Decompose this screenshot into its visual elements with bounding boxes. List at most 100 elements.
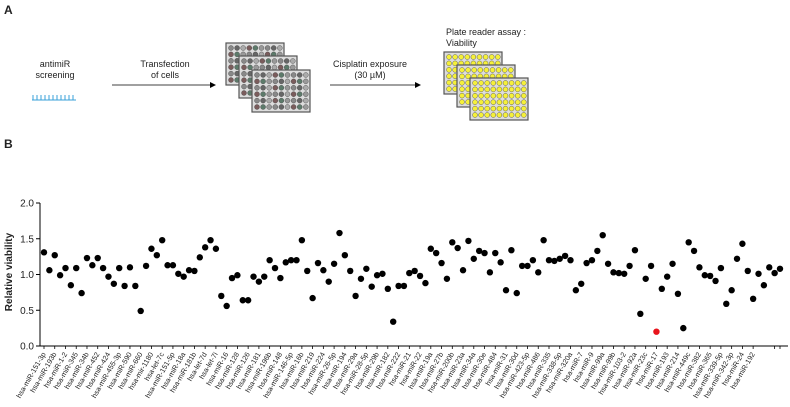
point [680,324,687,332]
point [647,262,655,270]
point [669,260,676,267]
well [241,71,247,77]
well [259,58,265,64]
point [685,239,692,246]
point [400,282,408,290]
point [658,285,666,292]
point [363,265,370,272]
y-tick-label: 2.0 [20,199,34,210]
point [185,267,193,274]
point [137,307,144,315]
point [561,252,569,260]
well [272,91,278,97]
well [303,85,309,91]
arrow-head [415,82,421,88]
point [599,231,606,239]
point [475,247,483,255]
well [483,67,490,73]
well [496,93,503,99]
well [508,86,515,93]
well [489,67,496,73]
point [46,267,53,274]
well [478,112,484,118]
point [422,279,429,287]
y-tick-label: 1.5 [20,234,34,245]
point [406,269,413,277]
point [304,267,311,275]
point [336,229,343,237]
well [272,85,278,91]
well [496,86,503,93]
point [218,292,225,300]
arrow-head [210,82,216,88]
well [297,104,303,110]
well [253,64,259,71]
well [260,91,266,97]
well [490,105,496,112]
point [492,249,499,257]
well [290,97,297,104]
point [449,239,456,246]
well [496,80,503,86]
well [459,92,465,99]
well [284,78,291,85]
well [508,112,515,118]
point [384,285,392,292]
well [478,105,484,112]
well [284,72,291,78]
point [357,275,365,282]
panel-label: A [4,3,13,17]
point [465,237,472,245]
well [254,97,260,104]
well [228,70,234,77]
well [260,104,266,110]
well [464,54,470,60]
point [347,267,354,275]
well [290,72,297,78]
point [62,264,69,272]
point [728,287,735,294]
point [56,272,64,279]
point [578,280,585,287]
well [484,80,490,86]
well [489,54,495,60]
well [290,64,296,71]
well [254,104,260,110]
point [502,287,510,294]
point [389,318,397,325]
well [278,85,285,91]
well [515,99,521,105]
point [717,264,725,272]
well [490,93,496,99]
y-tick-label: 0.5 [20,306,34,317]
point [529,257,537,264]
well [247,64,253,71]
well [290,91,297,97]
well [266,85,272,91]
well [484,93,490,99]
well [277,45,283,51]
well [290,104,297,110]
step-label: Viability [446,38,477,48]
well [472,86,478,93]
point [228,274,236,282]
point [110,280,118,287]
well [297,97,303,104]
well [266,72,272,78]
well [265,64,272,71]
well [446,79,452,86]
point [250,273,257,280]
well [502,93,509,99]
well [272,104,278,110]
well [508,105,515,112]
well [459,86,465,92]
point [615,269,623,277]
point [121,282,128,290]
well [478,86,484,93]
point [513,289,520,297]
point [395,282,402,290]
well [284,64,290,71]
point [432,249,440,257]
well [241,90,247,96]
point [443,275,451,282]
